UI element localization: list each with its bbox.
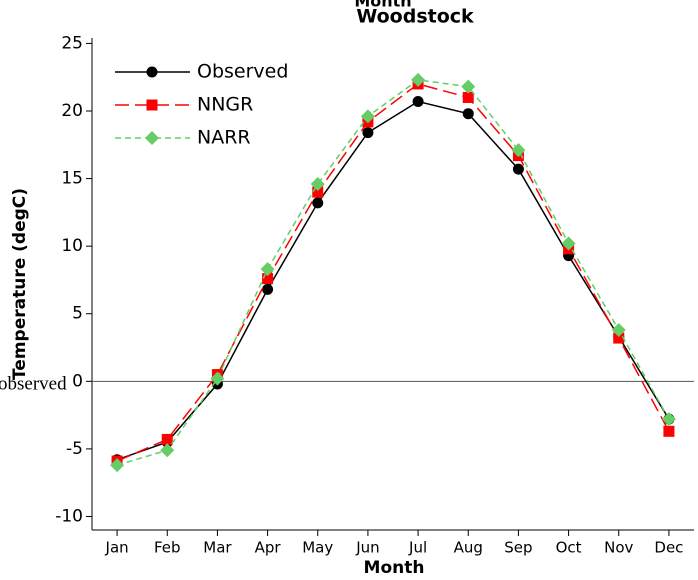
marker [461, 79, 476, 94]
series-line [116, 83, 670, 462]
legend-label: NNGR [197, 94, 253, 116]
x-tick-label: Jul [408, 539, 427, 557]
y-tick-label: 0 [72, 371, 83, 391]
y-tick-label: 10 [61, 236, 83, 256]
marker [262, 283, 274, 295]
legend-marker [145, 131, 159, 145]
marker [462, 91, 474, 103]
x-tick-label: Mar [203, 539, 232, 557]
cut-off-label: Month [354, 0, 411, 11]
x-tick-label: May [302, 539, 333, 557]
marker [312, 186, 324, 198]
y-tick-label: 25 [61, 33, 83, 53]
x-tick-label: Jun [355, 539, 379, 557]
marker [110, 458, 125, 473]
marker [312, 197, 324, 209]
y-axis-label: Temperature (degC) [10, 188, 30, 380]
legend-label: NARR [197, 127, 251, 149]
series-line [116, 100, 670, 461]
x-tick-label: Oct [556, 539, 582, 557]
legend-marker [146, 66, 158, 78]
marker [661, 412, 676, 427]
marker [511, 143, 526, 158]
marker [462, 108, 474, 120]
y-tick-label: 15 [61, 169, 83, 189]
marker [161, 433, 173, 445]
y-tick-label: -10 [55, 506, 83, 526]
legend-label: Observed [197, 61, 288, 83]
x-tick-label: Feb [154, 539, 181, 557]
marker [412, 96, 424, 108]
marker [613, 332, 625, 344]
marker [362, 127, 374, 139]
marker [360, 109, 375, 124]
marker [210, 371, 225, 386]
x-tick-label: Jan [105, 539, 129, 557]
y-tick-label: -5 [66, 439, 83, 459]
legend-marker [146, 99, 158, 111]
overlay-annotation: observed [0, 373, 67, 394]
marker [663, 425, 675, 437]
x-tick-label: Sep [504, 539, 532, 557]
y-tick-label: 5 [72, 304, 83, 324]
marker [411, 72, 426, 87]
series-line [116, 79, 670, 466]
y-tick-label: 20 [61, 101, 83, 121]
marker [310, 176, 325, 191]
marker [160, 443, 175, 458]
marker [260, 262, 275, 277]
x-tick-label: Aug [454, 539, 483, 557]
chart-title: Woodstock [356, 6, 474, 28]
x-tick-label: Nov [604, 539, 633, 557]
marker [512, 163, 524, 175]
x-axis-label: Month [364, 558, 425, 578]
marker [262, 273, 274, 285]
x-tick-label: Apr [255, 539, 282, 557]
x-tick-label: Dec [654, 539, 683, 557]
marker [561, 236, 576, 251]
marker [611, 322, 626, 337]
